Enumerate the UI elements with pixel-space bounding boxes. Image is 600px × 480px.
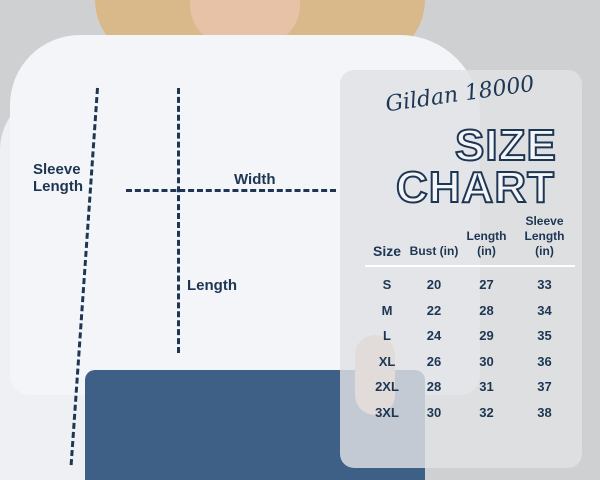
title-size: SIZE: [454, 121, 557, 170]
table-cell: 2XL: [375, 379, 399, 395]
table-cell: M: [381, 302, 393, 318]
table-row: 2XL 28 31 37: [365, 374, 575, 400]
length-dashed-line: [177, 88, 180, 353]
header-length: Length (in): [459, 214, 514, 267]
title-chart: CHART: [395, 163, 555, 212]
table-row: XL 26 30 36: [365, 349, 575, 375]
table-row: 3XL 30 32 38: [365, 400, 575, 426]
table-row: L 24 29 35: [365, 323, 575, 349]
header-sleeve-length: Sleeve Length (in): [514, 214, 575, 267]
header-size: Size: [365, 214, 409, 267]
width-dashed-line: [126, 189, 336, 192]
table-cell: 30: [479, 353, 494, 369]
table-cell: 31: [479, 379, 494, 395]
table-cell: 35: [537, 328, 552, 344]
width-label: Width: [234, 171, 276, 188]
size-table: Size Bust (in) Length (in) Sleeve Length…: [365, 214, 575, 425]
table-row: S 20 27 33: [365, 266, 575, 298]
sleeve-length-label: Sleeve Length: [33, 161, 83, 195]
table-cell: 32: [479, 404, 494, 420]
table-header-row: Size Bust (in) Length (in) Sleeve Length…: [365, 214, 575, 267]
table-cell: 3XL: [375, 404, 399, 420]
table-cell: 30: [426, 404, 442, 420]
length-label: Length: [187, 277, 237, 294]
table-cell: 28: [426, 379, 442, 395]
table-cell: 37: [537, 379, 552, 395]
table-cell: 36: [537, 353, 552, 369]
table-cell: 20: [426, 277, 442, 293]
table-cell: XL: [378, 353, 396, 369]
table-cell: 26: [426, 353, 442, 369]
size-chart-panel: [340, 70, 582, 468]
table-cell: 29: [479, 328, 494, 344]
table-row: M 22 28 34: [365, 298, 575, 324]
table-cell: S: [382, 277, 392, 293]
table-cell: 24: [426, 328, 442, 344]
table-cell: 22: [426, 302, 442, 318]
table-cell: 34: [537, 302, 552, 318]
table-cell: 28: [479, 302, 494, 318]
table-cell: 33: [537, 277, 552, 293]
table-cell: 27: [479, 277, 494, 293]
table-cell: 38: [537, 404, 552, 420]
header-bust: Bust (in): [409, 214, 459, 267]
table-cell: L: [383, 328, 391, 344]
